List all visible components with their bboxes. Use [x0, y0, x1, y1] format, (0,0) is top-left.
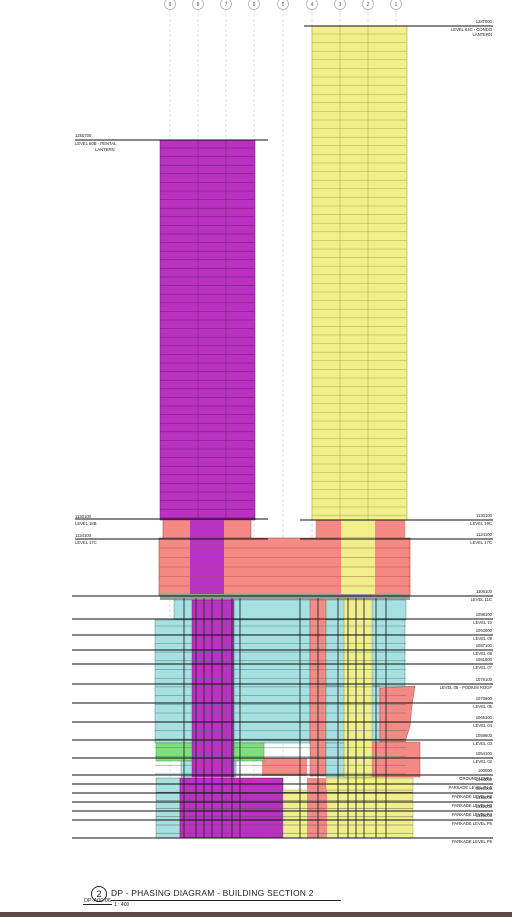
level-name: LEVEL 64C - CONDO: [451, 27, 493, 32]
drawing-number: 2: [91, 886, 107, 902]
level-elevation: 1098100: [476, 612, 493, 617]
grid-bubble: [306, 0, 318, 10]
level-elevation: 1070600: [476, 696, 493, 701]
podium-salmon-wing: [379, 685, 416, 743]
rental-core-podium-lower: [191, 599, 235, 778]
level-label-left-1-elev: 1250700: [75, 133, 92, 138]
drawing-scale: 1 : 400: [114, 902, 130, 908]
level-label-left-3-elev: 1124100: [75, 533, 92, 538]
level-name: LEVEL 04: [473, 723, 492, 728]
level-elevation: 1059600: [476, 733, 493, 738]
parkade-purple: [179, 777, 284, 839]
level-name: LEVEL 03: [473, 741, 492, 746]
level-name: PARKADE LEVEL P6: [452, 839, 493, 844]
level-elevation: 1081600: [476, 657, 493, 662]
grid-bubble: [248, 0, 260, 10]
rental-core-transition: [190, 520, 224, 538]
level-name: PARKADE LEVEL P3: [452, 803, 493, 808]
level-elevation: 1130100: [476, 513, 493, 518]
grid-bubble: [277, 0, 289, 10]
grid-label: 3: [339, 2, 342, 8]
grid-label: 8: [197, 2, 200, 8]
level-name: LEVEL 02: [473, 759, 492, 764]
level-elevation: 1040000: [476, 786, 493, 791]
structural-columns: [183, 598, 387, 838]
level-name: GROUND LEVEL: [459, 776, 492, 781]
condo-tower: [311, 25, 408, 521]
grid-label: 9: [169, 2, 172, 8]
level-subname: LANTERN: [472, 32, 492, 37]
level-name: LEVEL 06 - PODIUM ROOF: [440, 685, 493, 690]
grid-bubble: [220, 0, 232, 10]
grid-label: 2: [367, 2, 370, 8]
level-name: LEVEL 10: [473, 620, 492, 625]
grid-bubble: [192, 0, 204, 10]
drawing-title: DP - PHASING DIAGRAM - BUILDING SECTION …: [111, 888, 314, 898]
level-name: LEVEL 05: [473, 704, 492, 709]
level-name: LEVEL 11C: [471, 597, 492, 602]
grid-label: 4: [311, 2, 314, 8]
level-label-left-1-sub: LANTERN: [95, 147, 115, 152]
level-label-left-2-name: LEVEL 18B: [75, 521, 97, 526]
level-name: PARKADE LEVEL P2: [452, 794, 493, 799]
title-underline: [111, 900, 341, 901]
level-label-left-2-elev: 1130100: [75, 514, 92, 519]
podium-salmon-left-ground: [262, 758, 307, 776]
level-elevation: 1087100: [476, 643, 493, 648]
grid-label: 5: [282, 2, 285, 8]
grid-bubble: [334, 0, 346, 10]
level-name: LEVEL 19C: [470, 521, 492, 526]
transfer-slab: [160, 594, 410, 600]
level-elevation: 1054100: [476, 751, 493, 756]
level-elevation: 1287000: [476, 19, 493, 24]
grid-bubble: [164, 0, 176, 10]
level-elevation: 1029000: [476, 813, 493, 818]
grid-label: 1: [395, 2, 398, 8]
sheet-reference: DP-A00.06: [83, 898, 112, 905]
grid-bubble: [362, 0, 374, 10]
level-elevation: 1124100: [476, 532, 493, 537]
podium-salmon-right-low: [369, 741, 421, 778]
rental-tower-floor-lines: [160, 140, 255, 520]
level-elevation: 1032000: [476, 804, 493, 809]
grid-bubble: [390, 0, 402, 10]
level-name: PARKADE LEVEL P4: [452, 812, 493, 817]
condo-core-transition: [341, 520, 375, 538]
level-elevation: 1106100: [476, 589, 493, 594]
grid-label: 6: [253, 2, 256, 8]
level-name: PARKADE LEVEL P5: [452, 821, 493, 826]
level-name: LEVEL 07: [473, 665, 492, 670]
condo-tower-floor-lines: [312, 26, 407, 520]
level-name: LEVEL 17C: [470, 540, 492, 545]
parkade-salmon-strip: [307, 778, 327, 838]
level-elevation: 1076100: [476, 677, 493, 682]
drawing-title-block: 2 DP-A00.06 DP - PHASING DIAGRAM - BUILD…: [83, 883, 512, 913]
level-name: LEVEL 08: [473, 651, 492, 656]
condo-core-podium-lower: [343, 599, 373, 778]
level-elevation: 100000: [478, 768, 493, 773]
level-name: PARKADE LEVEL P1.5: [448, 785, 492, 790]
level-elevation: 1065100: [476, 715, 493, 720]
level-elevation: 1036000: [476, 795, 493, 800]
level-name: LEVEL 09: [473, 636, 492, 641]
level-elevation: 1093000: [476, 628, 493, 633]
level-label-left-3-name: LEVEL 17C: [75, 540, 97, 545]
level-label-left-1-name: LEVEL 50B - RENTAL: [75, 141, 117, 146]
rental-tower: [159, 139, 256, 521]
bottom-edge-bar: [0, 912, 512, 917]
grid-label: 7: [225, 2, 228, 8]
parkade-cyan-left: [155, 777, 181, 839]
level-elevation: 1044000: [476, 777, 493, 782]
level-lines: [72, 25, 493, 839]
